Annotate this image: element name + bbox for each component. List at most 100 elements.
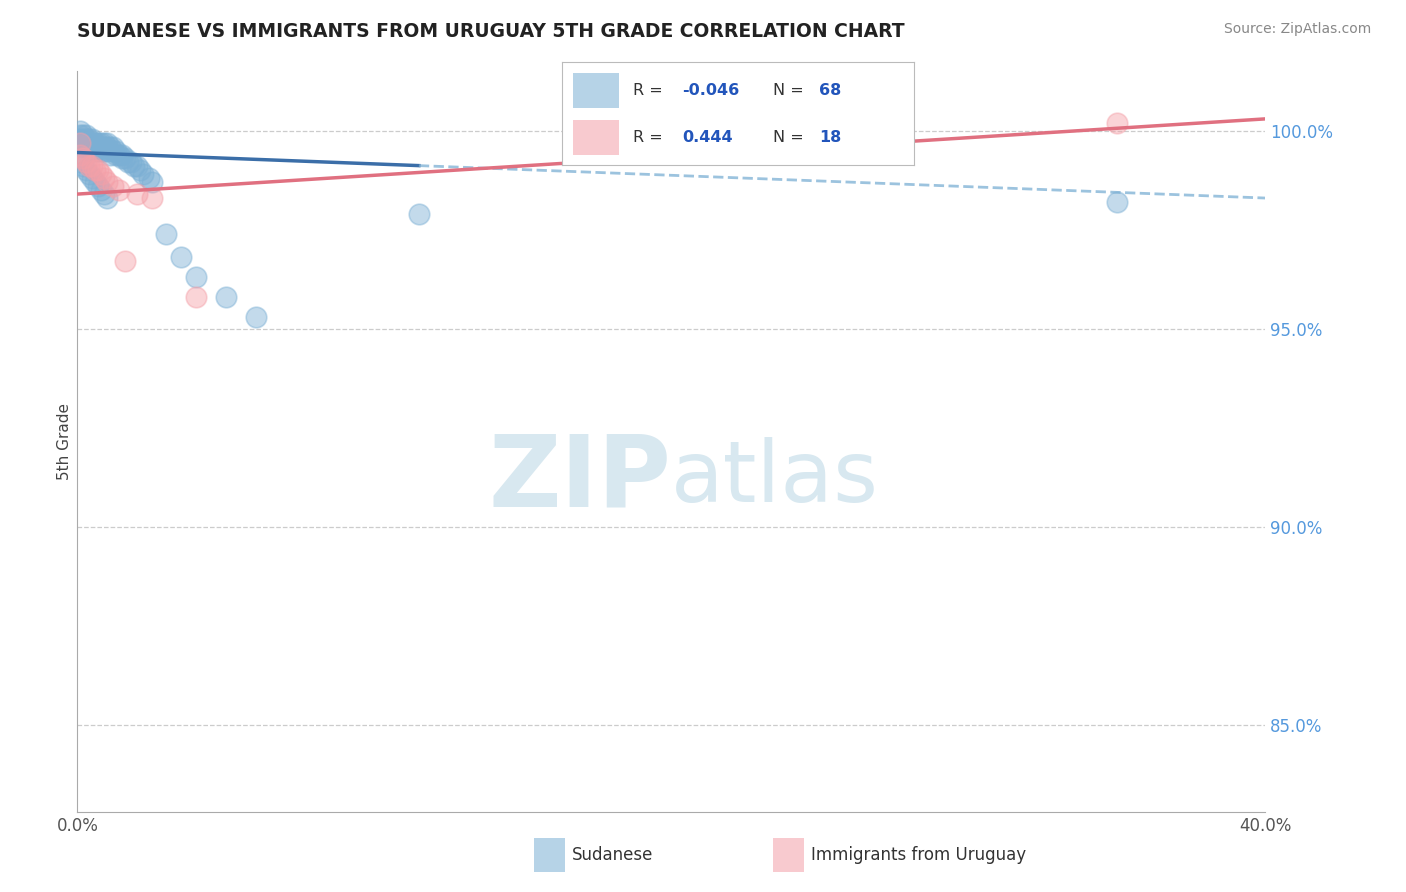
Point [101, 179, 124, 194]
Point [131, 167, 153, 181]
Point [125, 160, 148, 174]
Point [69, 124, 91, 138]
Point [155, 227, 177, 241]
Point [101, 139, 124, 153]
Point [90, 136, 112, 150]
Point [114, 152, 136, 166]
Point [90, 167, 112, 181]
Text: 0.444: 0.444 [682, 130, 733, 145]
Point [75, 131, 97, 145]
Point [138, 171, 160, 186]
Point [72, 160, 94, 174]
Point [72, 128, 94, 142]
Point [77, 136, 100, 150]
Point [96, 139, 118, 153]
Point [87, 144, 110, 158]
Point [87, 136, 110, 150]
Text: Source: ZipAtlas.com: Source: ZipAtlas.com [1223, 22, 1371, 37]
Point [1105, 194, 1128, 209]
Text: 18: 18 [818, 130, 841, 145]
Point [141, 175, 163, 189]
Point [69, 131, 91, 145]
Point [82, 136, 104, 150]
Text: ZIP: ZIP [488, 430, 672, 527]
Point [104, 147, 127, 161]
Point [98, 139, 121, 153]
Point [84, 144, 107, 158]
Point [84, 175, 107, 189]
Y-axis label: 5th Grade: 5th Grade [56, 403, 72, 480]
Point [82, 139, 104, 153]
Point [77, 131, 100, 145]
Point [93, 136, 115, 150]
Point [93, 187, 115, 202]
Point [245, 310, 267, 324]
Point [186, 290, 208, 304]
Bar [574, 120, 619, 155]
Point [170, 251, 193, 265]
Point [90, 183, 112, 197]
Point [96, 144, 118, 158]
Point [82, 160, 104, 174]
Point [1105, 116, 1128, 130]
Text: N =: N = [773, 83, 810, 97]
Text: R =: R = [633, 83, 668, 97]
Text: -0.046: -0.046 [682, 83, 740, 97]
Point [114, 254, 136, 268]
Point [96, 136, 118, 150]
Point [108, 183, 131, 197]
Point [82, 131, 104, 145]
Point [87, 179, 110, 194]
Point [69, 147, 91, 161]
Point [90, 144, 112, 158]
Point [69, 136, 91, 150]
Point [215, 290, 238, 304]
Point [90, 139, 112, 153]
Text: SUDANESE VS IMMIGRANTS FROM URUGUAY 5TH GRADE CORRELATION CHART: SUDANESE VS IMMIGRANTS FROM URUGUAY 5TH … [77, 22, 905, 41]
Point [93, 171, 115, 186]
Point [87, 139, 110, 153]
Point [82, 171, 104, 186]
Point [72, 131, 94, 145]
Point [75, 136, 97, 150]
Point [82, 144, 104, 158]
Point [96, 191, 118, 205]
Point [93, 144, 115, 158]
Point [122, 160, 145, 174]
Point [186, 270, 208, 285]
Point [77, 139, 100, 153]
Point [77, 167, 100, 181]
Point [75, 155, 97, 169]
Point [72, 136, 94, 150]
Point [84, 136, 107, 150]
Point [84, 139, 107, 153]
Point [108, 147, 131, 161]
Point [69, 155, 91, 169]
Point [120, 155, 142, 169]
Bar [574, 73, 619, 108]
Point [75, 139, 97, 153]
Point [72, 152, 94, 166]
Point [125, 187, 148, 202]
Point [75, 128, 97, 142]
Point [69, 128, 91, 142]
Point [117, 155, 139, 169]
Point [75, 163, 97, 178]
Point [101, 144, 124, 158]
Point [141, 191, 163, 205]
Text: 68: 68 [818, 83, 841, 97]
Text: Sudanese: Sudanese [572, 847, 654, 864]
Point [408, 207, 430, 221]
Point [128, 163, 150, 178]
Point [77, 160, 100, 174]
Point [93, 139, 115, 153]
Point [87, 163, 110, 178]
Text: R =: R = [633, 130, 668, 145]
Text: Immigrants from Uruguay: Immigrants from Uruguay [811, 847, 1026, 864]
Point [104, 144, 127, 158]
Point [111, 152, 134, 166]
Point [111, 147, 134, 161]
Point [96, 175, 118, 189]
Point [84, 163, 107, 178]
Point [98, 147, 121, 161]
